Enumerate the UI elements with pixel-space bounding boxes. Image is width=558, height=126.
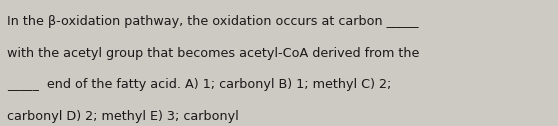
Text: _____  end of the fatty acid. A) 1; carbonyl B) 1; methyl C) 2;: _____ end of the fatty acid. A) 1; carbo… [7,78,391,91]
Text: carbonyl D) 2; methyl E) 3; carbonyl: carbonyl D) 2; methyl E) 3; carbonyl [7,110,238,123]
Text: In the β-oxidation pathway, the oxidation occurs at carbon _____: In the β-oxidation pathway, the oxidatio… [7,15,418,28]
Text: with the acetyl group that becomes acetyl-CoA derived from the: with the acetyl group that becomes acety… [7,47,419,60]
